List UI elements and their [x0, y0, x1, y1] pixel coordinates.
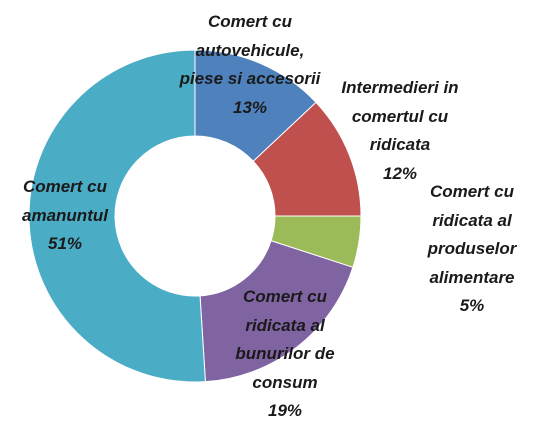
value-label: 19%	[267, 401, 303, 420]
donut-slice	[28, 49, 206, 383]
value-label: 5%	[459, 296, 485, 315]
slice-label: Intermedieri in comertul cu ridicata 12%	[300, 74, 500, 188]
slice-label: Comert cu ridicata al bunurilor de consu…	[185, 283, 385, 426]
category-name: Comert cu amanuntul	[22, 177, 108, 225]
value-label: 51%	[47, 234, 83, 253]
category-name: Comert cu autovehicule, piese si accesor…	[179, 12, 321, 88]
slice-label: Comert cu amanuntul 51%	[0, 173, 165, 259]
value-label: 13%	[232, 97, 268, 117]
value-label: 12%	[382, 163, 418, 183]
category-name: Comert cu ridicata al produselor aliment…	[427, 182, 517, 287]
category-name: Intermedieri in comertul cu ridicata	[341, 78, 459, 154]
slice-label: Comert cu ridicata al produselor aliment…	[372, 178, 534, 321]
slice-label: Comert cu autovehicule, piese si accesor…	[150, 8, 350, 122]
category-name: Comert cu ridicata al bunurilor de consu…	[235, 287, 335, 392]
donut-slice	[199, 240, 354, 383]
